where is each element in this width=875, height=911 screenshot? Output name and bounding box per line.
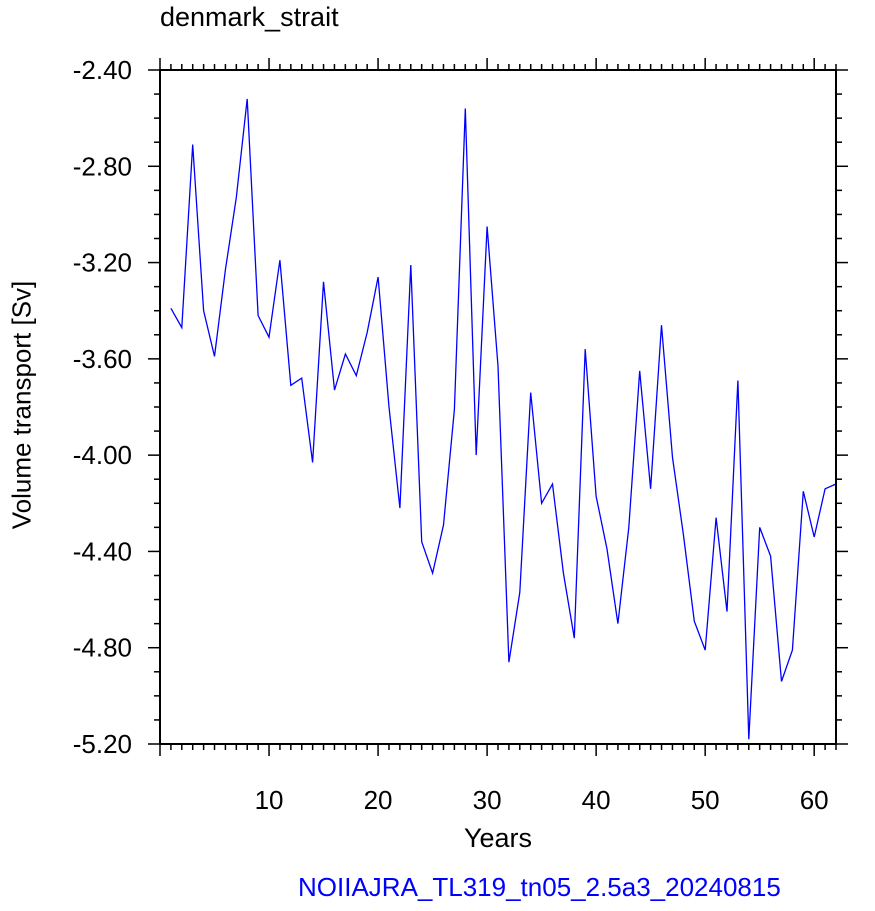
x-tick-label: 60 bbox=[800, 785, 829, 815]
y-tick-label: -2.40 bbox=[73, 55, 132, 85]
y-axis-label: Volume transport [Sv] bbox=[6, 280, 37, 530]
x-tick-label: 10 bbox=[255, 785, 284, 815]
axis-ticks bbox=[148, 58, 848, 756]
x-tick-label: 50 bbox=[691, 785, 720, 815]
y-tick-labels: -2.40 -2.80 -3.20 -3.60 -4.00 -4.40 -4.80 -5.20 bbox=[73, 55, 132, 759]
y-tick-label: -4.40 bbox=[73, 536, 132, 566]
x-tick-label: 20 bbox=[364, 785, 393, 815]
series-line bbox=[170, 98, 837, 740]
plot-frame bbox=[159, 69, 837, 745]
x-tick-label: 30 bbox=[473, 785, 502, 815]
y-tick-label: -2.80 bbox=[73, 151, 132, 181]
y-tick-label: -3.20 bbox=[73, 248, 132, 278]
chart-title: denmark_strait bbox=[160, 2, 339, 32]
y-tick-label: -4.80 bbox=[73, 633, 132, 663]
x-axis-label: Years bbox=[463, 823, 533, 853]
y-tick-label: -5.20 bbox=[73, 729, 132, 759]
x-tick-label: 40 bbox=[582, 785, 611, 815]
experiment-label: NOIIAJRA_TL319_tn05_2.5a3_20240815 bbox=[298, 872, 781, 902]
x-tick-labels: 10 20 30 40 50 60 bbox=[255, 785, 829, 815]
y-tick-label: -4.00 bbox=[73, 440, 132, 470]
y-tick-label: -3.60 bbox=[73, 344, 132, 374]
